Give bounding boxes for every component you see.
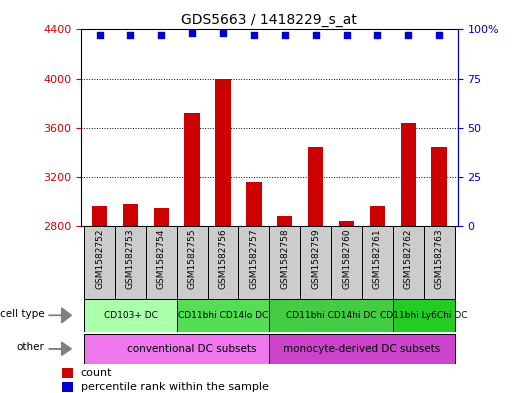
Text: CD11bhi Ly6Chi DC: CD11bhi Ly6Chi DC <box>380 311 468 320</box>
Point <box>373 32 382 39</box>
Bar <box>185 113 200 393</box>
Text: GSM1582753: GSM1582753 <box>126 228 135 289</box>
Point <box>219 30 227 37</box>
Bar <box>84 334 300 364</box>
Point <box>281 32 289 39</box>
Bar <box>177 226 208 299</box>
Bar <box>215 79 231 393</box>
Text: GSM1582756: GSM1582756 <box>219 228 228 289</box>
Text: count: count <box>81 368 112 378</box>
Bar <box>339 221 354 393</box>
Bar <box>424 226 454 299</box>
Bar <box>154 208 169 393</box>
Point <box>188 30 196 37</box>
Text: cell type: cell type <box>0 309 44 319</box>
Bar <box>393 226 424 299</box>
Text: GSM1582752: GSM1582752 <box>95 228 104 288</box>
Text: GSM1582757: GSM1582757 <box>249 228 258 289</box>
Point <box>126 32 134 39</box>
Text: GSM1582754: GSM1582754 <box>157 228 166 288</box>
Bar <box>92 206 107 393</box>
Bar <box>308 147 323 393</box>
Text: percentile rank within the sample: percentile rank within the sample <box>81 382 268 392</box>
Title: GDS5663 / 1418229_s_at: GDS5663 / 1418229_s_at <box>181 13 357 27</box>
Bar <box>208 226 238 299</box>
Bar <box>362 226 393 299</box>
Text: monocyte-derived DC subsets: monocyte-derived DC subsets <box>283 344 440 354</box>
Bar <box>238 226 269 299</box>
Bar <box>331 226 362 299</box>
Bar <box>269 299 393 332</box>
Bar <box>269 226 300 299</box>
Text: GSM1582755: GSM1582755 <box>188 228 197 289</box>
Bar <box>146 226 177 299</box>
Bar <box>300 226 331 299</box>
Bar <box>123 204 138 393</box>
Point <box>435 32 444 39</box>
Text: CD11bhi CD14lo DC: CD11bhi CD14lo DC <box>178 311 268 320</box>
Text: conventional DC subsets: conventional DC subsets <box>128 344 257 354</box>
FancyArrow shape <box>49 308 71 323</box>
Text: other: other <box>17 342 44 352</box>
Text: GSM1582758: GSM1582758 <box>280 228 289 289</box>
Bar <box>62 382 73 391</box>
Bar <box>393 299 454 332</box>
Bar <box>62 368 73 378</box>
Point <box>95 32 104 39</box>
Text: GSM1582763: GSM1582763 <box>435 228 444 289</box>
Point <box>249 32 258 39</box>
Text: CD103+ DC: CD103+ DC <box>104 311 157 320</box>
Text: GSM1582760: GSM1582760 <box>342 228 351 289</box>
Bar <box>269 334 454 364</box>
Bar <box>177 299 269 332</box>
Point <box>404 32 413 39</box>
Text: CD11bhi CD14hi DC: CD11bhi CD14hi DC <box>286 311 377 320</box>
Text: GSM1582759: GSM1582759 <box>311 228 320 289</box>
Point <box>343 32 351 39</box>
Point <box>157 32 165 39</box>
Bar <box>84 226 115 299</box>
Bar <box>431 147 447 393</box>
Bar <box>277 216 292 393</box>
Bar <box>246 182 262 393</box>
Point <box>312 32 320 39</box>
Bar <box>84 299 177 332</box>
Bar <box>115 226 146 299</box>
Bar <box>401 123 416 393</box>
Text: GSM1582762: GSM1582762 <box>404 228 413 288</box>
Text: GSM1582761: GSM1582761 <box>373 228 382 289</box>
FancyArrow shape <box>49 342 71 355</box>
Bar <box>370 206 385 393</box>
